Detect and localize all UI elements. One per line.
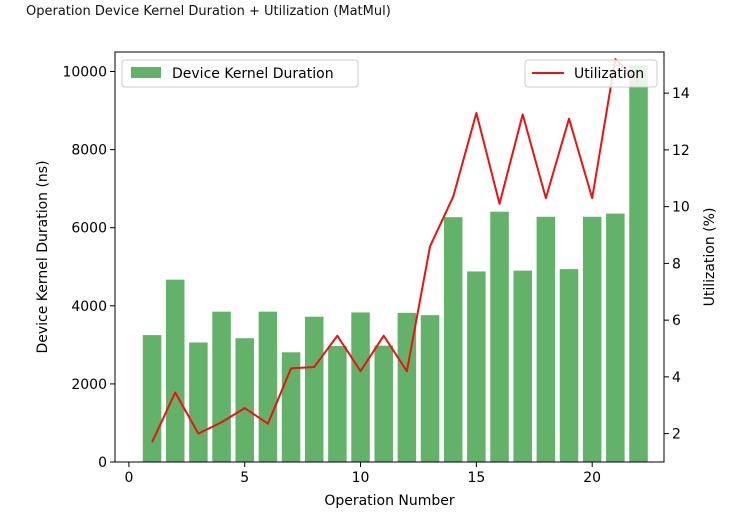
- series-line-utilization: [151, 58, 640, 443]
- bar: [142, 335, 162, 462]
- bar: [629, 65, 648, 463]
- y-right-tick-label: 12: [672, 143, 690, 159]
- legend-swatch-duration: [131, 67, 161, 78]
- y-right-tick-label: 10: [672, 200, 690, 216]
- bar: [304, 316, 324, 462]
- bar: [258, 311, 278, 462]
- bar: [189, 342, 208, 462]
- legend-box-utilization: [524, 59, 658, 88]
- y-right-tick-label: 6: [672, 313, 681, 329]
- x-tick-label: 5: [240, 470, 249, 486]
- legend-label-duration: Device Kernel Duration: [172, 66, 334, 82]
- y-left-tick-label: 2000: [71, 377, 107, 393]
- x-axis-label: Operation Number: [324, 493, 455, 509]
- chart-title: Operation Device Kernel Duration + Utili…: [26, 4, 391, 19]
- bar: [328, 346, 347, 462]
- y-left-tick-label: 0: [98, 455, 107, 471]
- bar: [351, 312, 370, 462]
- y-left-tick-label: 6000: [71, 221, 107, 237]
- legend-label-utilization: Utilization: [574, 66, 644, 82]
- x-tick-label: 20: [583, 470, 601, 486]
- y-left-tick-label: 4000: [71, 299, 107, 315]
- bar: [513, 270, 532, 462]
- bar: [559, 269, 579, 462]
- y-right-tick-label: 2: [672, 427, 681, 443]
- y-right-tick-label: 8: [672, 256, 681, 272]
- y-left-tick-label: 10000: [62, 65, 107, 81]
- bar: [606, 213, 625, 462]
- bar: [490, 211, 509, 462]
- x-tick-label: 10: [352, 470, 370, 486]
- y-right-tick-label: 14: [672, 86, 690, 102]
- bar: [212, 311, 231, 462]
- x-tick-label: 0: [124, 470, 133, 486]
- bar: [235, 338, 254, 462]
- bar: [374, 345, 393, 462]
- y-left-axis-label: Device Kernel Duration (ns): [35, 160, 51, 353]
- y-left-tick-label: 8000: [71, 143, 107, 159]
- y-right-axis-label: Utilization (%): [702, 208, 718, 307]
- legend-box-duration: [121, 59, 359, 88]
- bar: [536, 216, 556, 462]
- bar: [165, 279, 185, 462]
- plot-frame: [114, 51, 665, 463]
- bar: [582, 216, 602, 462]
- x-tick-label: 15: [467, 470, 485, 486]
- bar: [420, 315, 440, 462]
- bar: [443, 217, 463, 462]
- bar: [467, 271, 486, 462]
- y-right-tick-label: 4: [672, 370, 681, 386]
